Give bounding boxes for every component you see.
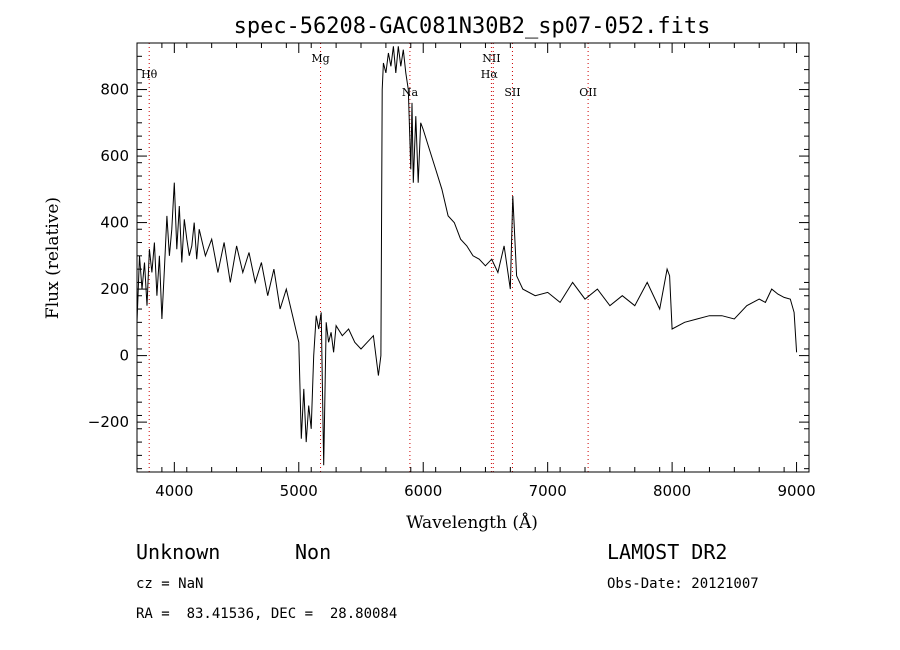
spectrum-series-line bbox=[136, 46, 798, 466]
y-tick-label: 800 bbox=[100, 81, 129, 99]
y-tick-label: −200 bbox=[88, 413, 129, 431]
axis-ticks-layer: 4000 5000 6000 7000 8000 9000 −200 0 200 400 600 80… bbox=[88, 42, 816, 500]
subclass-label: Non bbox=[295, 540, 332, 564]
spectral-line-label: Hα bbox=[481, 68, 499, 81]
spectral-line-label: NII bbox=[482, 52, 500, 65]
spectral-line-label: Hθ bbox=[141, 68, 158, 81]
obs-date: Obs-Date: 20121007 bbox=[607, 576, 759, 592]
y-tick-label: 200 bbox=[100, 280, 129, 298]
spectral-line-label: OII bbox=[579, 86, 597, 99]
redshift-cz: cz = NaN bbox=[136, 576, 204, 592]
ra-dec-coords: RA = 83.41536, DEC = 28.80084 bbox=[136, 606, 398, 622]
x-tick-label: 8000 bbox=[653, 482, 691, 500]
y-axis-label: Flux (relative) bbox=[43, 197, 63, 319]
series-layer bbox=[136, 46, 798, 466]
chart-title: spec-56208-GAC081N30B2_sp07-052.fits bbox=[234, 14, 711, 39]
survey-label: LAMOST DR2 bbox=[607, 540, 728, 564]
plot-frame bbox=[136, 42, 810, 473]
spectral-line-label: Mg bbox=[311, 52, 329, 65]
y-tick-label: 600 bbox=[100, 147, 129, 165]
y-tick-label: 0 bbox=[119, 347, 129, 365]
x-tick-label: 9000 bbox=[777, 482, 815, 500]
spectral-lines-layer: Hθ Mg Na NII Hα SII OII bbox=[141, 43, 597, 472]
x-tick-label: 4000 bbox=[155, 482, 193, 500]
class-label: Unknown bbox=[136, 540, 221, 564]
y-tick-label: 400 bbox=[100, 214, 129, 232]
x-tick-label: 6000 bbox=[404, 482, 442, 500]
x-tick-label: 7000 bbox=[529, 482, 567, 500]
spectral-line-label: Na bbox=[402, 86, 419, 99]
x-axis-label: Wavelength (Å) bbox=[406, 512, 538, 533]
spectral-line-label: SII bbox=[504, 86, 520, 99]
x-tick-label: 5000 bbox=[280, 482, 318, 500]
